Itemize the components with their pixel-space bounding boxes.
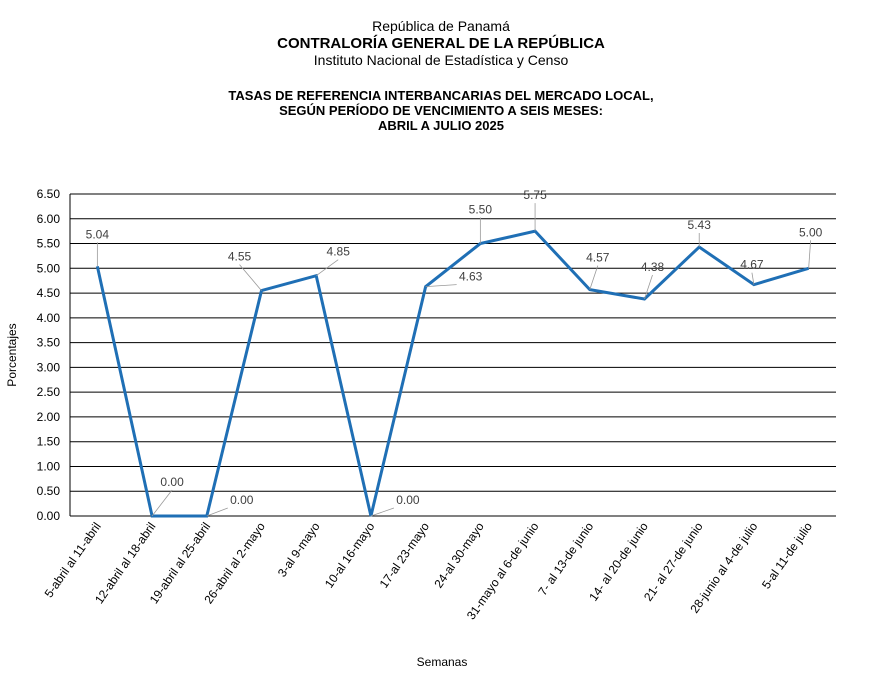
x-axis-title: Semanas: [417, 655, 468, 669]
header-institution: CONTRALORÍA GENERAL DE LA REPÚBLICA: [277, 35, 605, 52]
y-tick-label: 3.00: [37, 360, 61, 374]
y-tick-label: 1.00: [37, 459, 61, 473]
data-label: 4.38: [641, 260, 665, 274]
x-tick-label: 19-abril al 25-abril: [147, 520, 214, 607]
leader-line: [644, 274, 653, 300]
leader-line: [315, 259, 339, 277]
chart-title-2: SEGÚN PERÍODO DE VENCIMIENTO A SEIS MESE…: [279, 103, 603, 118]
y-tick-label: 2.00: [37, 410, 61, 424]
leader-line: [370, 507, 395, 517]
data-label: 5.04: [86, 227, 110, 241]
data-label: 4.63: [459, 270, 483, 284]
data-label: 5.75: [523, 188, 547, 202]
x-tick-label: 24-al 30-mayo: [431, 519, 487, 590]
chart-title-1: TASAS DE REFERENCIA INTERBANCARIAS DEL M…: [228, 88, 654, 103]
header-country: República de Panamá: [372, 18, 510, 34]
data-label: 4.55: [228, 250, 252, 264]
data-label: 5.50: [469, 203, 493, 217]
chart-title-3: ABRIL A JULIO 2025: [378, 118, 504, 133]
y-tick-label: 4.00: [37, 311, 61, 325]
x-tick-label: 26-abril al 2-mayo: [201, 519, 268, 606]
data-label: 5.00: [799, 225, 823, 239]
x-tick-label: 7- al 13-de junio: [535, 519, 596, 598]
y-tick-label: 0.50: [37, 484, 61, 498]
y-tick-label: 5.00: [37, 261, 61, 275]
y-tick-label: 0.00: [37, 509, 61, 523]
x-tick-label: 10-al 16-mayo: [322, 519, 378, 590]
x-tick-label: 5-abril al 11-abril: [42, 520, 104, 601]
x-tick-label: 17-al 23-mayo: [377, 519, 433, 590]
leader-line: [751, 272, 755, 285]
header-institute: Instituto Nacional de Estadística y Cens…: [313, 52, 569, 68]
data-label: 0.00: [396, 493, 420, 507]
x-tick-label: 12-abril al 18-abril: [92, 520, 159, 607]
y-tick-label: 5.50: [37, 237, 61, 251]
leader-line: [589, 265, 599, 290]
data-label: 0.00: [230, 493, 254, 507]
leader-line: [151, 489, 173, 517]
data-label: 4.85: [327, 245, 351, 259]
y-tick-label: 3.50: [37, 336, 61, 350]
x-tick-label: 21- al 27-de junio: [641, 519, 706, 603]
data-label: 4.67: [740, 258, 764, 272]
y-axis-title: Porcentajes: [5, 323, 19, 386]
y-tick-label: 2.50: [37, 385, 61, 399]
leader-line: [808, 240, 812, 269]
x-tick-label: 14- al 20-de junio: [586, 519, 651, 603]
data-label: 5.43: [688, 218, 712, 232]
leader-line: [239, 264, 262, 291]
y-tick-label: 1.50: [37, 435, 61, 449]
y-tick-label: 6.50: [37, 187, 61, 201]
data-line: [95, 229, 810, 518]
y-tick-label: 6.00: [37, 212, 61, 226]
data-label: 0.00: [160, 475, 184, 489]
data-label: 4.57: [586, 251, 610, 265]
leader-line: [206, 507, 228, 517]
y-tick-label: 4.50: [37, 286, 61, 300]
x-tick-label: 5-al 11-de julio: [759, 519, 815, 591]
leader-line: [425, 284, 457, 288]
x-tick-label: 3-al 9-mayo: [275, 519, 323, 579]
